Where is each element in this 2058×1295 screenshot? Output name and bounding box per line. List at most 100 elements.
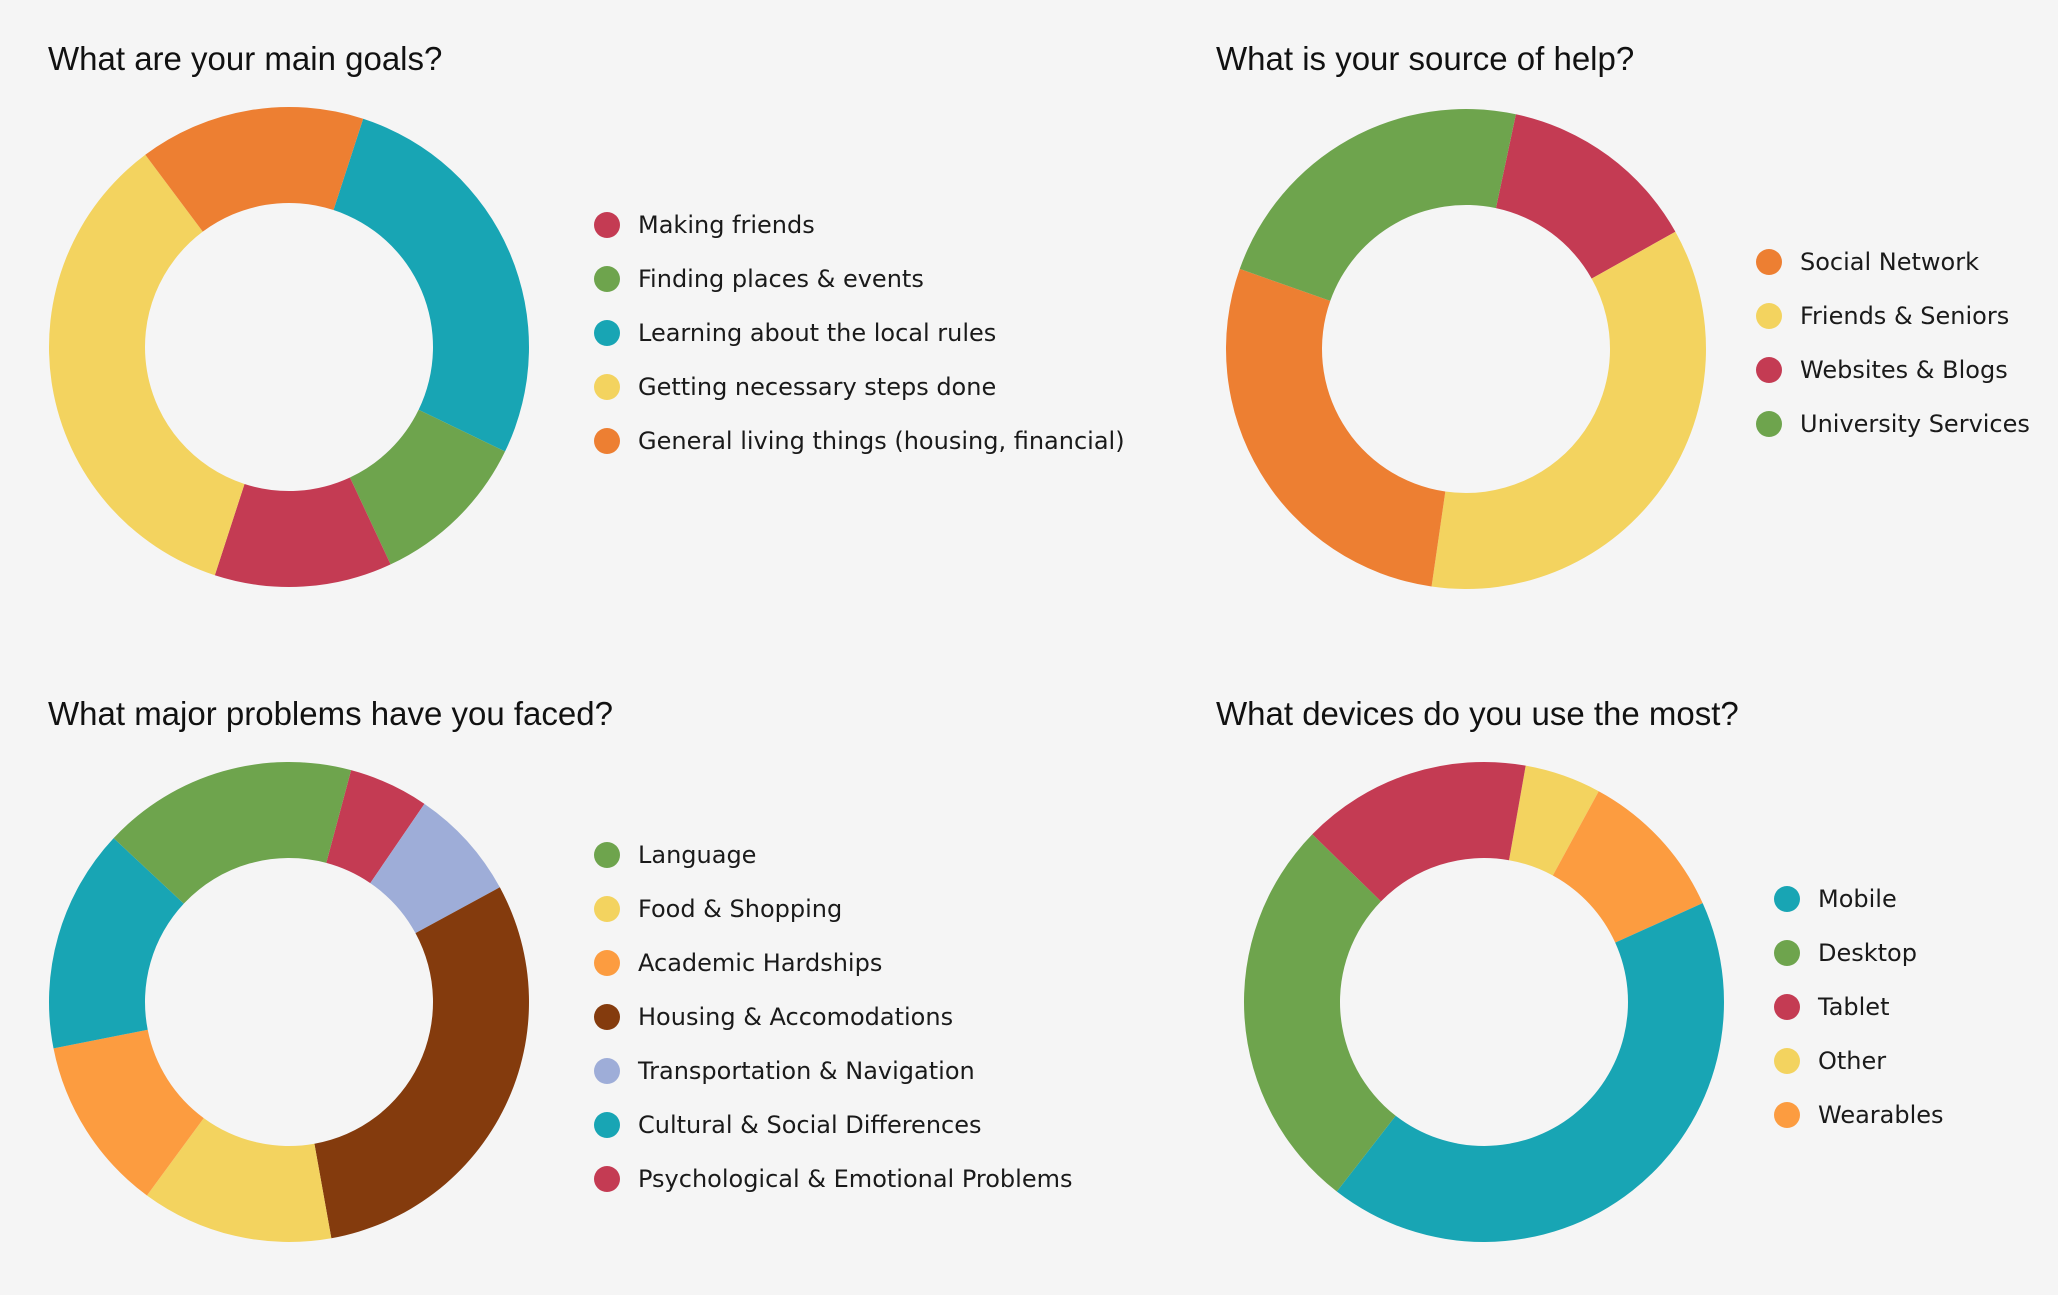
legend-swatch [594, 320, 620, 346]
donut-chart [48, 762, 529, 1242]
chart-legend: Making friends Finding places & events Lea… [594, 198, 1125, 468]
legend-item-friends-seniors: Friends & Seniors [1756, 289, 2030, 343]
legend-item-other: Other [1774, 1034, 1944, 1088]
legend-item-food-shopping: Food & Shopping [594, 882, 1072, 936]
legend-label: Tablet [1818, 993, 1890, 1021]
slice-websites-blogs [1495, 114, 1676, 279]
legend-item-getting-necessary-steps-done: Getting necessary steps done [594, 360, 1125, 414]
slice-cultural-social-differences [48, 838, 184, 1049]
chart-title: What major problems have you faced? [48, 695, 613, 732]
slice-making-friends [214, 477, 391, 587]
legend-swatch [1756, 411, 1782, 437]
legend-swatch [1774, 994, 1800, 1020]
legend-swatch [594, 1058, 620, 1084]
donut-chart [1226, 109, 1706, 589]
slice-food-shopping [146, 1118, 332, 1242]
slice-transportation-navigation [370, 803, 500, 934]
legend-swatch [594, 896, 620, 922]
legend-swatch [1774, 940, 1800, 966]
legend-swatch [594, 842, 620, 868]
donut-chart [48, 106, 529, 587]
chart-title: What devices do you use the most? [1216, 695, 1739, 732]
slice-university-services [1239, 109, 1516, 301]
legend-swatch [594, 1112, 620, 1138]
slice-learning-about-the-local-rules [333, 118, 529, 452]
legend-label: Getting necessary steps done [638, 373, 997, 401]
slice-tablet [1312, 762, 1526, 902]
legend-item-mobile: Mobile [1774, 872, 1944, 926]
legend-label: Other [1818, 1047, 1887, 1075]
slice-finding-places-events [349, 409, 506, 565]
chart-title: What are your main goals? [48, 40, 443, 77]
legend-label: Desktop [1818, 939, 1917, 967]
legend-item-housing-accomodations: Housing & Accomodations [594, 990, 1072, 1044]
legend-item-wearables: Wearables [1774, 1088, 1944, 1142]
legend-swatch [594, 1004, 620, 1030]
legend-item-university-services: University Services [1756, 397, 2030, 451]
slice-housing-accomodations [314, 887, 529, 1239]
legend-swatch [594, 1166, 620, 1192]
slice-language [113, 762, 352, 904]
slice-friends-seniors [1431, 231, 1706, 589]
legend-item-tablet: Tablet [1774, 980, 1944, 1034]
legend-label: Mobile [1818, 885, 1897, 913]
slice-academic-hardships [53, 1029, 204, 1196]
legend-label: General living things (housing, financia… [638, 427, 1125, 455]
legend-label: Language [638, 841, 757, 869]
legend-item-psychological-emotional-problems: Psychological & Emotional Problems [594, 1152, 1072, 1206]
legend-swatch [594, 428, 620, 454]
slice-getting-necessary-steps-done [48, 154, 245, 576]
legend-swatch [1774, 1048, 1800, 1074]
slice-other [1509, 765, 1599, 876]
legend-swatch [594, 374, 620, 400]
legend-label: Making friends [638, 211, 815, 239]
legend-label: Social Network [1800, 248, 1979, 276]
chart-panel-help-source: What is your source of help? Social Netw… [1216, 40, 2058, 640]
legend-item-language: Language [594, 828, 1072, 882]
chart-legend: Social Network Friends & Seniors Websites … [1756, 235, 2030, 451]
donut-chart [1244, 762, 1724, 1242]
chart-panel-goals: What are your main goals? Making friends… [48, 40, 1125, 640]
slice-wearables [1552, 791, 1703, 943]
legend-label: Transportation & Navigation [638, 1057, 975, 1085]
legend-label: Psychological & Emotional Problems [638, 1165, 1073, 1193]
slice-mobile [1336, 903, 1724, 1242]
legend-item-general-living-things-housing-financial: General living things (housing, financia… [594, 414, 1125, 468]
chart-legend: Mobile Desktop Tablet Other Wearables [1774, 872, 1944, 1142]
slice-social-network [1226, 268, 1446, 587]
chart-panel-devices: What devices do you use the most? Mobile… [1216, 695, 2058, 1295]
legend-item-finding-places-events: Finding places & events [594, 252, 1125, 306]
legend-swatch [594, 950, 620, 976]
legend-item-making-friends: Making friends [594, 198, 1125, 252]
legend-item-learning-about-the-local-rules: Learning about the local rules [594, 306, 1125, 360]
legend-label: Finding places & events [638, 265, 924, 293]
legend-label: Housing & Accomodations [638, 1003, 954, 1031]
legend-item-cultural-social-differences: Cultural & Social Differences [594, 1098, 1072, 1152]
chart-panel-problems: What major problems have you faced? Lang… [48, 695, 1072, 1295]
legend-swatch [1756, 357, 1782, 383]
legend-item-websites-blogs: Websites & Blogs [1756, 343, 2030, 397]
slice-desktop [1244, 834, 1396, 1192]
legend-label: Friends & Seniors [1800, 302, 2010, 330]
legend-swatch [594, 266, 620, 292]
slice-general-living-things-housing-financial [145, 106, 364, 232]
legend-item-social-network: Social Network [1756, 235, 2030, 289]
legend-swatch [1756, 249, 1782, 275]
legend-label: Academic Hardships [638, 949, 883, 977]
legend-item-academic-hardships: Academic Hardships [594, 936, 1072, 990]
legend-label: Learning about the local rules [638, 319, 997, 347]
slice-psychological-emotional-problems [326, 770, 425, 884]
legend-swatch [1774, 1102, 1800, 1128]
chart-title: What is your source of help? [1216, 40, 1635, 77]
legend-item-transportation-navigation: Transportation & Navigation [594, 1044, 1072, 1098]
legend-item-desktop: Desktop [1774, 926, 1944, 980]
legend-label: Food & Shopping [638, 895, 843, 923]
chart-legend: Language Food & Shopping Academic Hardship… [594, 828, 1072, 1206]
legend-swatch [1774, 886, 1800, 912]
legend-label: Cultural & Social Differences [638, 1111, 982, 1139]
legend-label: Websites & Blogs [1800, 356, 2008, 384]
legend-label: University Services [1800, 410, 2030, 438]
legend-label: Wearables [1818, 1101, 1944, 1129]
legend-swatch [594, 212, 620, 238]
legend-swatch [1756, 303, 1782, 329]
